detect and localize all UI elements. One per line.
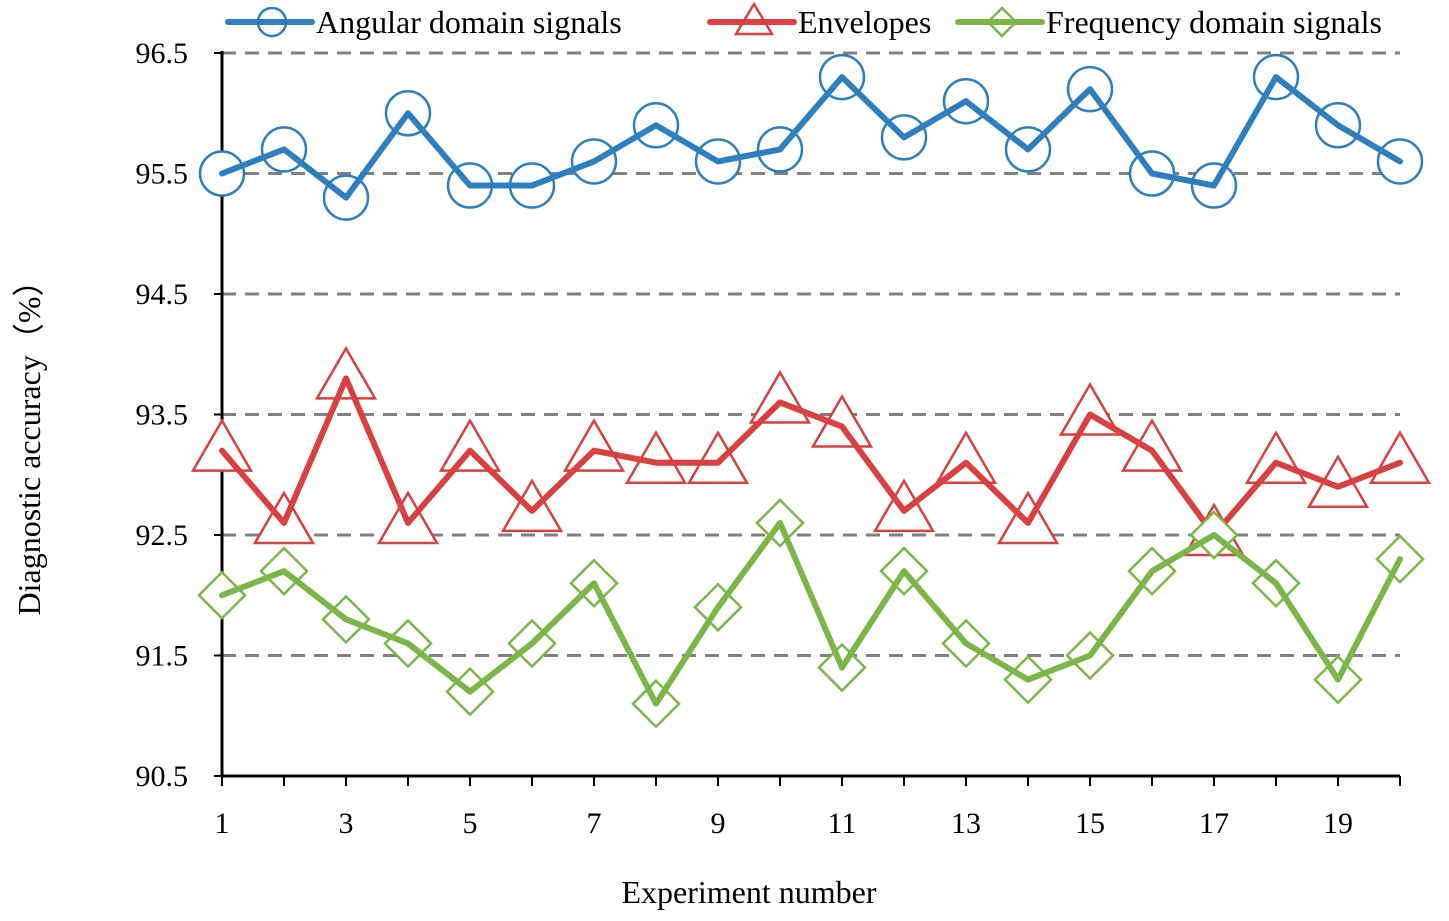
series-envelopes [190, 345, 1432, 557]
x-tick-label: 1 [215, 807, 230, 840]
legend-item: Angular domain signals [225, 4, 622, 40]
legend-label: Frequency domain signals [1046, 4, 1382, 40]
x-tick-label: 3 [339, 807, 354, 840]
y-tick-label: 90.5 [136, 760, 189, 793]
legend-label: Angular domain signals [316, 4, 622, 40]
x-tick-label: 5 [463, 807, 478, 840]
x-axis-title: Experiment number [621, 874, 876, 910]
x-tick-label: 19 [1323, 807, 1353, 840]
data-point [438, 418, 502, 472]
data-point [562, 418, 626, 472]
x-tick-label: 17 [1199, 807, 1229, 840]
data-point [190, 418, 254, 472]
x-tick-label: 9 [711, 807, 726, 840]
data-point [686, 430, 750, 484]
series-frequency-domain-signals [197, 498, 1425, 729]
x-tick-label: 13 [951, 807, 981, 840]
y-tick-label: 93.5 [136, 399, 189, 432]
legend-item: Frequency domain signals [955, 4, 1382, 40]
axes-layer: 90.591.592.593.594.595.596.51 3 5 7 9 11 13 15 1… [136, 37, 1401, 840]
series-line [219, 74, 1403, 201]
y-tick-label: 96.5 [136, 37, 189, 70]
data-point [314, 345, 378, 400]
x-tick-label: 15 [1075, 807, 1105, 840]
y-tick-label: 94.5 [136, 278, 189, 311]
series-line [219, 519, 1403, 707]
legend-label: Envelopes [798, 4, 931, 40]
x-tick-label: 11 [828, 807, 857, 840]
data-point [1244, 430, 1308, 484]
grid-layer [222, 51, 1400, 657]
y-tick-label: 95.5 [136, 158, 189, 191]
data-point [1368, 430, 1432, 484]
series-layer [190, 53, 1432, 729]
data-point [748, 369, 812, 424]
x-tick-label: 7 [587, 807, 602, 840]
series-angular-domain-signals [198, 53, 1424, 221]
legend: Angular domain signals Envelopes Frequency… [225, 1, 1382, 40]
y-tick-label: 92.5 [136, 519, 189, 552]
y-tick-label: 91.5 [136, 640, 189, 673]
y-axis-title: Diagnostic accuracy（%） [11, 265, 47, 616]
legend-item: Envelopes [707, 1, 931, 40]
data-point [1120, 418, 1184, 472]
data-point [500, 478, 564, 533]
